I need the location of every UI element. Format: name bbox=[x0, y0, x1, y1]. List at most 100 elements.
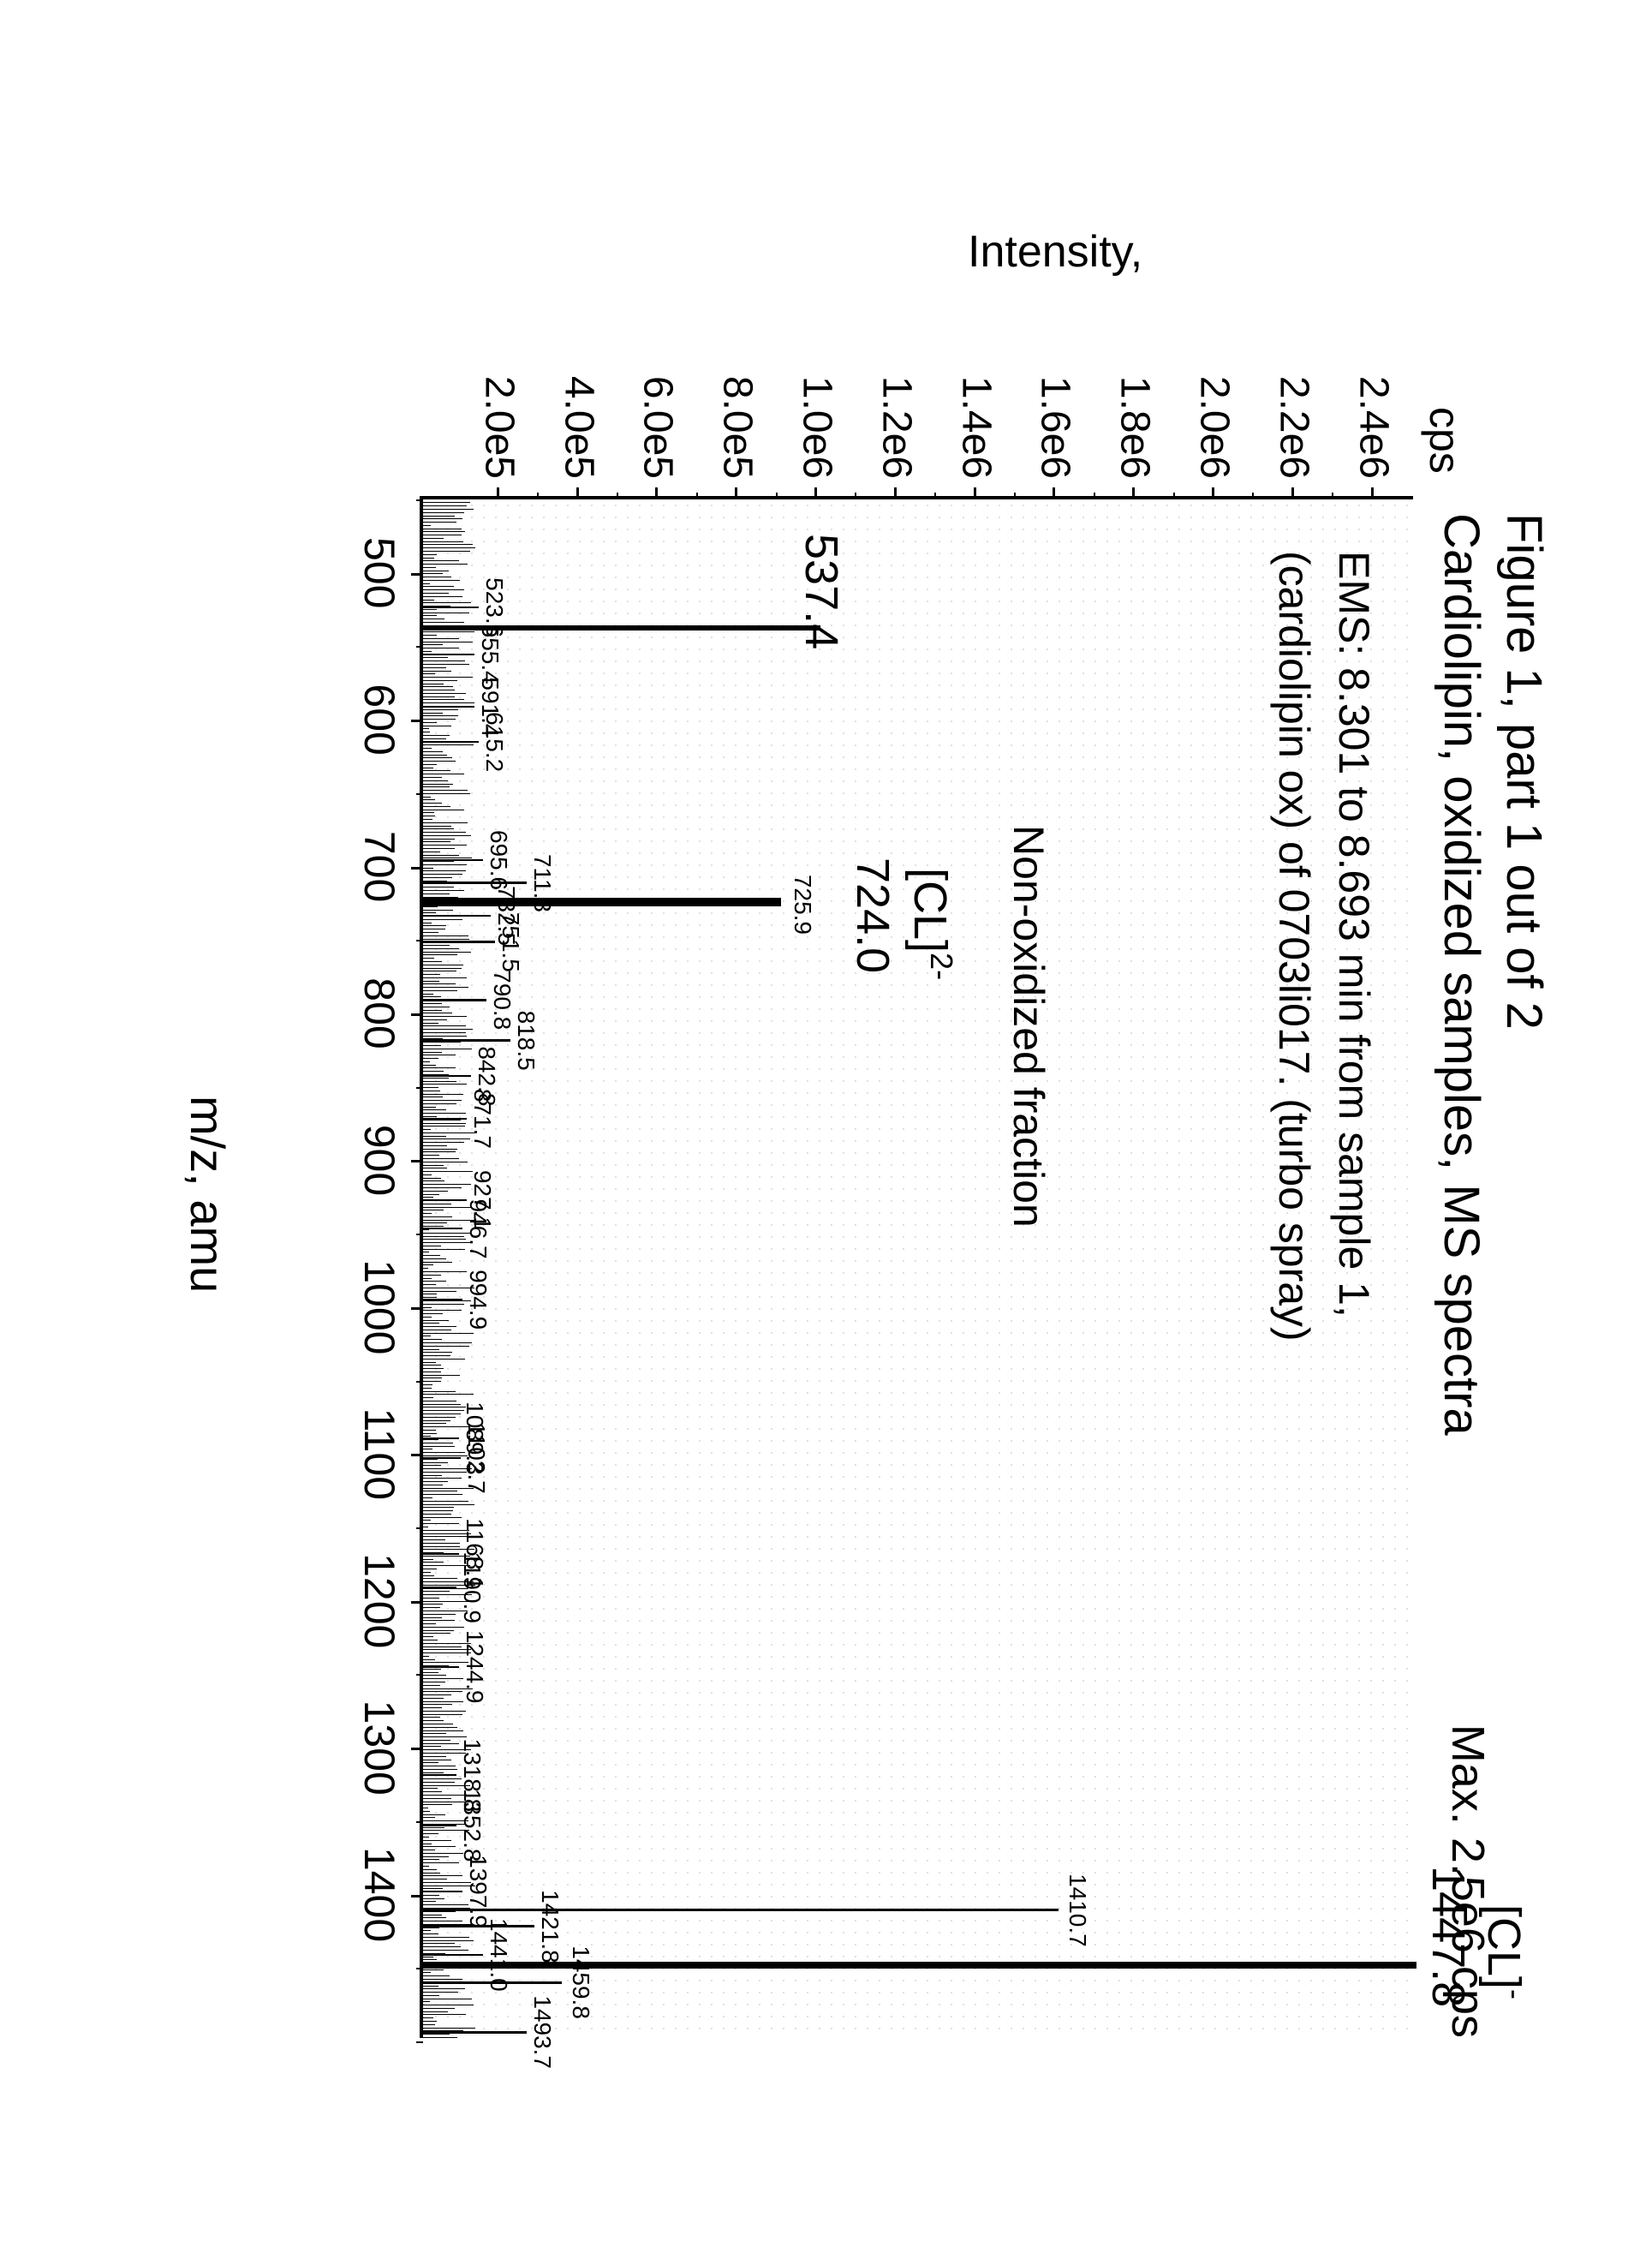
noise-line bbox=[423, 805, 450, 806]
noise-line bbox=[423, 964, 463, 965]
noise-line bbox=[423, 1290, 456, 1291]
noise-line bbox=[423, 945, 450, 946]
noise-line bbox=[423, 1390, 456, 1391]
noise-line bbox=[423, 2023, 435, 2024]
noise-line bbox=[423, 1675, 446, 1676]
noise-line bbox=[423, 1084, 467, 1085]
peak-mz-label: 1352.8 bbox=[458, 1788, 486, 1862]
noise-line bbox=[423, 1222, 447, 1223]
noise-line bbox=[423, 1206, 471, 1207]
noise-line bbox=[423, 699, 464, 700]
noise-line bbox=[423, 1319, 449, 1320]
noise-line bbox=[423, 748, 432, 749]
spectrum-peak bbox=[423, 859, 483, 861]
noise-line bbox=[423, 1122, 466, 1123]
noise-line bbox=[423, 1755, 446, 1756]
peak-mz-label: 946.7 bbox=[464, 1198, 492, 1258]
noise-line bbox=[423, 528, 462, 529]
noise-line bbox=[423, 566, 436, 567]
cl1-sup: - bbox=[1498, 1989, 1533, 1999]
noise-line bbox=[423, 1578, 457, 1579]
noise-line bbox=[423, 1164, 444, 1165]
y-tick-label: 2.0e6 bbox=[1190, 325, 1238, 479]
noise-line bbox=[423, 664, 469, 665]
noise-line bbox=[423, 1203, 451, 1204]
noise-line bbox=[423, 677, 473, 678]
noise-line bbox=[423, 792, 470, 793]
noise-line bbox=[423, 721, 437, 722]
noise-line bbox=[423, 1323, 439, 1324]
noise-line bbox=[423, 1397, 433, 1398]
cl2-text: [CL] bbox=[904, 868, 956, 953]
peak-mz-label: 871.7 bbox=[468, 1088, 496, 1148]
noise-line bbox=[423, 1313, 443, 1314]
x-tick bbox=[411, 1894, 423, 1897]
noise-line bbox=[423, 573, 443, 574]
noise-line bbox=[423, 644, 443, 645]
noise-line bbox=[423, 1284, 436, 1285]
x-tick bbox=[411, 720, 423, 722]
noise-line bbox=[423, 1678, 463, 1679]
noise-line bbox=[423, 1093, 463, 1094]
grid-dots bbox=[423, 499, 1413, 2038]
noise-line bbox=[423, 812, 434, 813]
noise-line bbox=[423, 586, 454, 587]
noise-line bbox=[423, 1003, 442, 1004]
noise-line bbox=[423, 1875, 462, 1876]
y-tick-minor bbox=[537, 493, 539, 499]
peak-mz-label: 1441.0 bbox=[484, 1918, 511, 1992]
noise-line bbox=[423, 683, 444, 684]
noise-line bbox=[423, 1184, 471, 1185]
noise-line bbox=[423, 1497, 432, 1498]
noise-line bbox=[423, 1639, 438, 1640]
noise-line bbox=[423, 1245, 441, 1246]
x-tick-label: 600 bbox=[355, 684, 404, 755]
noise-line bbox=[423, 1507, 454, 1508]
figure-container: Figure 1, part 1 out of 2 Cardiolipin, o… bbox=[98, 102, 1554, 2158]
noise-line bbox=[423, 1726, 457, 1727]
peak-mz-label: 1102.7 bbox=[462, 1422, 490, 1494]
x-tick-label: 900 bbox=[355, 1124, 404, 1195]
x-tick-minor bbox=[416, 1527, 423, 1529]
noise-line bbox=[423, 708, 458, 709]
peak-mz-label: 1397.9 bbox=[464, 1855, 492, 1928]
noise-line bbox=[423, 595, 462, 596]
x-tick-minor bbox=[416, 792, 423, 794]
peak-mz-label: 615.2 bbox=[480, 712, 507, 772]
x-tick-minor bbox=[416, 1674, 423, 1676]
noise-line bbox=[423, 1684, 440, 1685]
noise-line bbox=[423, 1232, 470, 1233]
x-tick-minor bbox=[416, 940, 423, 941]
noise-line bbox=[423, 660, 465, 661]
noise-line bbox=[423, 1190, 448, 1191]
noise-line bbox=[423, 579, 460, 580]
spectrum-peak bbox=[423, 1456, 461, 1458]
noise-line bbox=[423, 1510, 453, 1511]
noise-line bbox=[423, 1106, 436, 1107]
noise-line bbox=[423, 712, 443, 713]
noise-line bbox=[423, 1826, 444, 1827]
noise-line bbox=[423, 1710, 466, 1711]
noise-line bbox=[423, 1939, 474, 1940]
noise-line bbox=[423, 1797, 451, 1798]
noise-line bbox=[423, 1959, 437, 1960]
spectrum-peak bbox=[423, 2030, 527, 2033]
y-tick bbox=[735, 487, 737, 499]
noise-line bbox=[423, 1868, 437, 1869]
noise-line bbox=[423, 657, 448, 658]
x-tick-minor bbox=[416, 1380, 423, 1382]
noise-line bbox=[423, 725, 451, 726]
noise-line bbox=[423, 1671, 438, 1672]
noise-line bbox=[423, 1465, 441, 1466]
noise-line bbox=[423, 880, 447, 881]
x-tick bbox=[411, 1013, 423, 1016]
noise-line bbox=[423, 1186, 462, 1187]
noise-line bbox=[423, 951, 471, 952]
noise-line bbox=[423, 602, 471, 603]
noise-line bbox=[423, 754, 447, 755]
x-tick-minor bbox=[416, 1086, 423, 1088]
y-tick-label: 8.0e5 bbox=[713, 325, 760, 479]
noise-line bbox=[423, 1031, 466, 1032]
noise-line bbox=[423, 1837, 429, 1838]
noise-line bbox=[423, 719, 456, 720]
